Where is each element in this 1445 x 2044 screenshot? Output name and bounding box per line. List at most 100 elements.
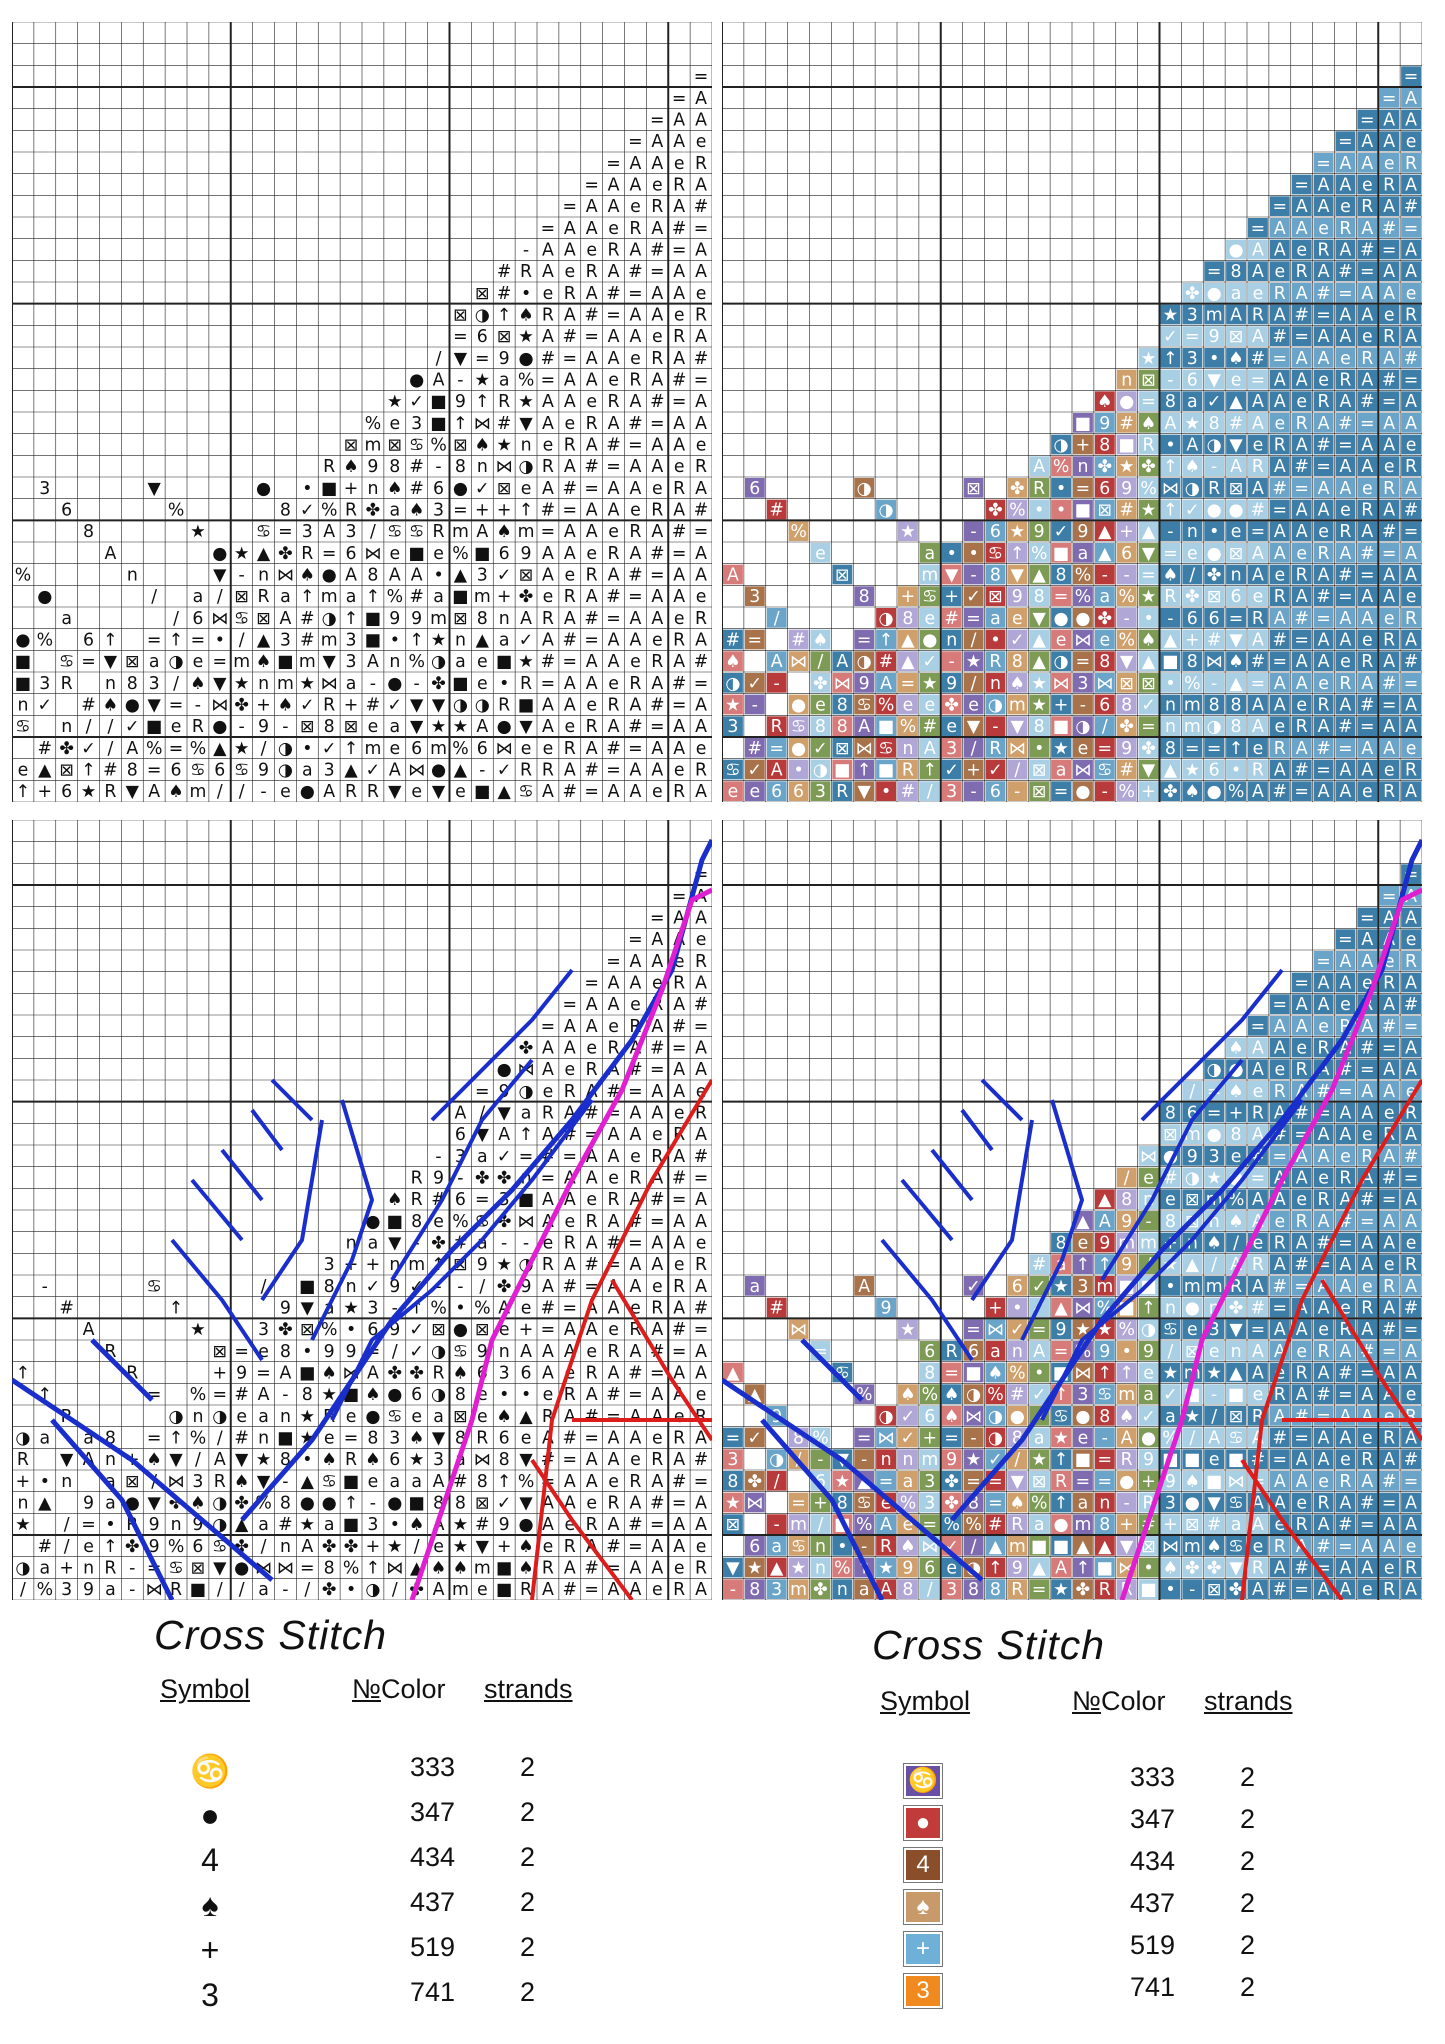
svg-text:A: A <box>608 414 620 434</box>
svg-text:=: = <box>541 219 556 239</box>
svg-text:e: e <box>1253 1537 1264 1557</box>
svg-text:%: % <box>878 696 894 716</box>
svg-text:=: = <box>1251 1017 1266 1037</box>
svg-text:A: A <box>630 1104 642 1124</box>
svg-text:=: = <box>672 1190 687 1210</box>
svg-text:R: R <box>651 652 663 672</box>
svg-text:=: = <box>563 197 578 217</box>
svg-text:3: 3 <box>324 1255 335 1275</box>
svg-text:=: = <box>213 1385 228 1405</box>
svg-text:A: A <box>673 587 685 607</box>
svg-text:R: R <box>1252 1104 1264 1124</box>
svg-text:•: • <box>346 1580 356 1600</box>
svg-text:e: e <box>815 696 826 716</box>
svg-text:A: A <box>651 739 663 759</box>
svg-text:R: R <box>1296 566 1308 586</box>
svg-text:R: R <box>673 974 685 994</box>
svg-text:%: % <box>15 566 31 586</box>
svg-text:e: e <box>1362 782 1373 802</box>
svg-text:%: % <box>834 1559 850 1579</box>
svg-text:A: A <box>1252 1060 1264 1080</box>
svg-text:A: A <box>564 1039 576 1059</box>
svg-text:R: R <box>1405 1104 1417 1124</box>
svg-text:▲: ▲ <box>38 1494 52 1514</box>
svg-text:A: A <box>695 696 707 716</box>
svg-text:R: R <box>673 1580 685 1600</box>
svg-text:A: A <box>1405 479 1417 499</box>
svg-text:A: A <box>695 176 707 196</box>
svg-text:#: # <box>1273 479 1288 499</box>
svg-text:A: A <box>1340 1104 1352 1124</box>
svg-text:#: # <box>791 631 806 651</box>
svg-text:R: R <box>1055 1472 1067 1492</box>
svg-text:A: A <box>1405 1039 1417 1059</box>
svg-text:A: A <box>1252 1125 1264 1145</box>
svg-text:9: 9 <box>1099 414 1110 434</box>
svg-text:■: ■ <box>834 761 850 781</box>
svg-text:=: = <box>1294 631 1309 651</box>
svg-text:/: / <box>20 1580 26 1600</box>
svg-text:↑: ↑ <box>409 631 424 651</box>
svg-text:R: R <box>673 1277 685 1297</box>
svg-text:e: e <box>368 1472 379 1492</box>
svg-text:R: R <box>629 219 641 239</box>
svg-text:8: 8 <box>433 1494 444 1514</box>
svg-text:⋈: ⋈ <box>1206 652 1223 672</box>
svg-text:R: R <box>586 1364 598 1384</box>
svg-text:e: e <box>1296 1039 1307 1059</box>
svg-text:=: = <box>628 1082 643 1102</box>
svg-text:R: R <box>1405 306 1417 326</box>
svg-text:=: = <box>1294 1429 1309 1449</box>
svg-text:#: # <box>650 1190 665 1210</box>
svg-text:⊠: ⊠ <box>1229 327 1244 347</box>
svg-text:♋: ♋ <box>1053 1407 1069 1427</box>
svg-text:-: - <box>752 696 758 716</box>
svg-text:A: A <box>542 631 554 651</box>
svg-text:#: # <box>988 1515 1003 1535</box>
svg-text:6: 6 <box>924 1342 935 1362</box>
svg-text:◑: ◑ <box>453 696 468 716</box>
svg-text:A: A <box>564 696 576 716</box>
legend-number: 347 <box>1130 1804 1176 1834</box>
svg-text:n: n <box>83 1559 94 1579</box>
legend-swatch: + <box>904 1932 942 1966</box>
svg-text:R: R <box>345 501 357 521</box>
svg-text:8: 8 <box>1165 739 1176 759</box>
svg-text:=: = <box>1338 739 1353 759</box>
svg-text:%: % <box>343 1559 359 1579</box>
svg-text:■: ■ <box>496 1580 512 1600</box>
svg-text:6: 6 <box>83 631 94 651</box>
svg-text:R: R <box>1361 652 1373 672</box>
svg-text:•: • <box>1165 1580 1175 1600</box>
svg-text:★: ★ <box>343 1299 359 1319</box>
svg-text:A: A <box>630 154 642 174</box>
svg-text:✓: ✓ <box>813 739 828 759</box>
svg-text:e: e <box>1406 1234 1417 1254</box>
svg-text:A: A <box>673 1515 685 1535</box>
svg-text:A: A <box>1361 1234 1373 1254</box>
svg-text:A: A <box>1405 392 1417 412</box>
svg-text:8: 8 <box>837 696 848 716</box>
svg-text:A: A <box>880 674 892 694</box>
svg-text:▼: ▼ <box>1033 609 1047 629</box>
svg-text:★: ★ <box>453 717 469 737</box>
svg-text:a: a <box>477 1147 488 1167</box>
svg-text:/: / <box>1211 1407 1217 1427</box>
legend-symbol: ● <box>200 1797 220 1833</box>
svg-text:e: e <box>1384 952 1395 972</box>
svg-text:e: e <box>1296 1342 1307 1362</box>
svg-text:a: a <box>258 1515 269 1535</box>
svg-text:▲: ▲ <box>454 566 468 586</box>
svg-text:A: A <box>1361 587 1373 607</box>
svg-text:✤: ✤ <box>944 1472 959 1492</box>
svg-text:e: e <box>1253 1234 1264 1254</box>
svg-text:#: # <box>650 1039 665 1059</box>
svg-text:/: / <box>414 1537 420 1557</box>
svg-text:-: - <box>479 761 485 781</box>
svg-text:⋈: ⋈ <box>1162 1537 1179 1557</box>
svg-text:8: 8 <box>837 717 848 737</box>
svg-text:A: A <box>1383 652 1395 672</box>
svg-text:=: = <box>694 674 709 694</box>
svg-text:3: 3 <box>727 717 738 737</box>
svg-text:R: R <box>1296 414 1308 434</box>
